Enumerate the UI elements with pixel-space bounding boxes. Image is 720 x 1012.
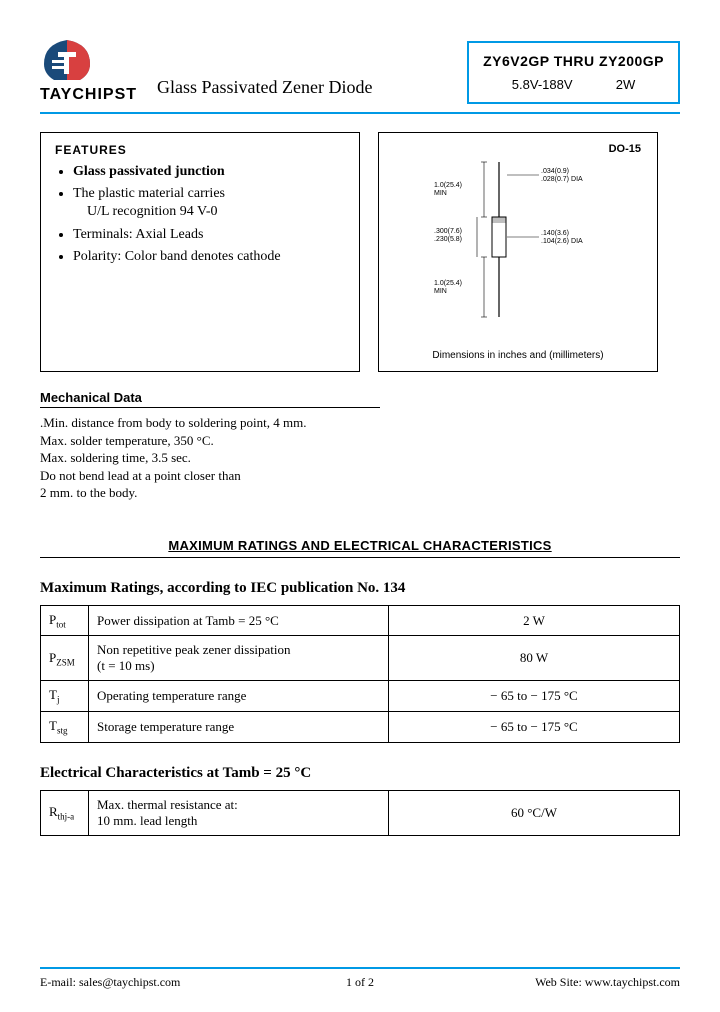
mechanical-body: .Min. distance from body to soldering po…	[40, 414, 380, 502]
header: TAYCHIPST Glass Passivated Zener Diode Z…	[40, 30, 680, 104]
power-rating: 2W	[616, 77, 636, 92]
mechanical-data: Mechanical Data .Min. distance from body…	[40, 390, 380, 502]
symbol-cell: Tstg	[41, 711, 89, 742]
value-cell: − 65 to − 175 °C	[389, 711, 680, 742]
dim-body-dia: .140(3.6).104(2.6)DIA	[541, 230, 583, 245]
feature-item: Glass passivated junction	[73, 163, 345, 181]
desc-cell: Non repetitive peak zener dissipation (t…	[89, 636, 389, 681]
voltage-range: 5.8V-188V	[512, 77, 573, 92]
table-row: PtotPower dissipation at Tamb = 25 °C2 W	[41, 605, 680, 636]
title-box: ZY6V2GP THRU ZY200GP 5.8V-188V 2W	[467, 41, 680, 104]
value-cell: 60 °C/W	[389, 790, 680, 835]
footer-email: E-mail: sales@taychipst.com	[40, 975, 180, 990]
feature-item: Polarity: Color band denotes cathode	[73, 248, 345, 266]
package-box: DO-15 1.0(25.4)MIN 1.0(25.4)MIN	[378, 132, 658, 372]
max-ratings-title: Maximum Ratings, according to IEC public…	[40, 580, 680, 597]
header-rule	[40, 112, 680, 114]
section-rule: MAXIMUM RATINGS AND ELECTRICAL CHARACTER…	[40, 538, 680, 558]
features-heading: FEATURES	[55, 143, 345, 157]
page-number: 1 of 2	[346, 975, 374, 990]
desc-cell: Max. thermal resistance at: 10 mm. lead …	[89, 790, 389, 835]
feature-item: Terminals: Axial Leads	[73, 226, 345, 244]
value-cell: − 65 to − 175 °C	[389, 681, 680, 712]
mechanical-heading: Mechanical Data	[40, 390, 380, 408]
desc-cell: Power dissipation at Tamb = 25 °C	[89, 605, 389, 636]
footer-web: Web Site: www.taychipst.com	[535, 975, 680, 990]
package-diagram: 1.0(25.4)MIN 1.0(25.4)MIN .300(7.6).230(…	[429, 157, 609, 337]
dim-body-len: .300(7.6).230(5.8)	[434, 228, 462, 243]
symbol-cell: Tj	[41, 681, 89, 712]
table-row: PZSMNon repetitive peak zener dissipatio…	[41, 636, 680, 681]
symbol-cell: Ptot	[41, 605, 89, 636]
logo-block: TAYCHIPST	[40, 30, 137, 104]
value-cell: 2 W	[389, 605, 680, 636]
spec-line: 5.8V-188V 2W	[483, 77, 664, 92]
symbol-cell: PZSM	[41, 636, 89, 681]
feature-item: The plastic material carriesU/L recognit…	[73, 185, 345, 221]
dim-lead-top: 1.0(25.4)MIN	[434, 182, 462, 197]
elec-char-title: Electrical Characteristics at Tamb = 25 …	[40, 765, 680, 782]
feature-package-row: FEATURES Glass passivated junction The pl…	[40, 132, 680, 372]
value-cell: 80 W	[389, 636, 680, 681]
brand-name: TAYCHIPST	[40, 86, 137, 104]
table-row: TjOperating temperature range− 65 to − 1…	[41, 681, 680, 712]
features-list: Glass passivated junction The plastic mat…	[55, 163, 345, 266]
dim-lead-bot: 1.0(25.4)MIN	[434, 280, 462, 295]
footer: E-mail: sales@taychipst.com 1 of 2 Web S…	[40, 967, 680, 990]
product-subtitle: Glass Passivated Zener Diode	[157, 77, 372, 98]
logo-icon	[40, 30, 94, 84]
part-range: ZY6V2GP THRU ZY200GP	[483, 53, 664, 69]
table-row: Rthj-aMax. thermal resistance at: 10 mm.…	[41, 790, 680, 835]
dim-lead-dia: .034(0.9).028(0.7)DIA	[541, 168, 583, 183]
elec-char-table: Rthj-aMax. thermal resistance at: 10 mm.…	[40, 790, 680, 836]
desc-cell: Operating temperature range	[89, 681, 389, 712]
symbol-cell: Rthj-a	[41, 790, 89, 835]
max-ratings-table: PtotPower dissipation at Tamb = 25 °C2 W…	[40, 605, 680, 743]
table-row: TstgStorage temperature range− 65 to − 1…	[41, 711, 680, 742]
package-caption: Dimensions in inches and (millimeters)	[379, 350, 657, 361]
features-box: FEATURES Glass passivated junction The pl…	[40, 132, 360, 372]
desc-cell: Storage temperature range	[89, 711, 389, 742]
section-title: MAXIMUM RATINGS AND ELECTRICAL CHARACTER…	[40, 538, 680, 553]
package-label: DO-15	[609, 143, 641, 155]
